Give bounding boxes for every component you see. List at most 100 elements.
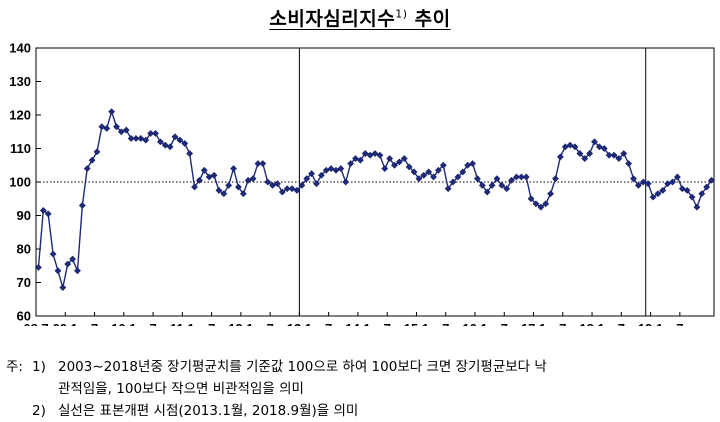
data-point	[512, 173, 520, 181]
x-tick-label: 12.1	[228, 321, 253, 326]
data-point	[98, 123, 106, 131]
footnotes: 주: 1) 2003∼2018년중 장기평균치를 기준값 100으로 하여 10…	[6, 356, 718, 422]
data-point	[312, 180, 320, 188]
x-tick-label: 15.1	[404, 321, 429, 326]
data-point	[454, 173, 462, 181]
data-point	[337, 165, 345, 173]
x-tick-label: 19.1	[638, 321, 663, 326]
data-point	[225, 181, 233, 189]
data-point	[132, 134, 140, 142]
data-point	[39, 206, 47, 214]
y-tick-label: 110	[10, 141, 31, 156]
data-point	[259, 160, 267, 168]
data-point	[659, 186, 667, 194]
data-point	[630, 175, 638, 183]
data-point	[152, 129, 159, 137]
data-point	[181, 139, 189, 147]
y-tick-label: 120	[9, 108, 31, 123]
x-tick-label: 7	[384, 321, 391, 326]
data-point	[64, 260, 72, 268]
x-tick-label: 7	[559, 321, 566, 326]
data-point	[410, 168, 418, 176]
data-point	[669, 178, 677, 186]
data-point	[542, 200, 550, 208]
data-point	[254, 160, 262, 168]
x-tick-label: 11.1	[170, 321, 195, 326]
x-tick-label: 17.1	[521, 321, 546, 326]
x-tick-label: 08.7	[23, 321, 48, 326]
data-point	[342, 178, 350, 186]
data-point	[166, 143, 174, 151]
data-point	[234, 183, 242, 191]
data-point	[395, 158, 403, 166]
data-point	[127, 134, 135, 142]
data-point	[49, 250, 57, 258]
data-point	[498, 181, 506, 189]
data-point	[249, 175, 257, 183]
data-point	[69, 255, 77, 263]
data-point	[649, 193, 657, 201]
data-point	[673, 173, 681, 181]
data-point	[595, 143, 603, 151]
data-point	[591, 138, 598, 146]
x-tick-label: 18.1	[579, 321, 604, 326]
data-point	[654, 190, 662, 198]
data-point	[703, 183, 711, 191]
data-point	[625, 160, 633, 168]
chart-title: 소비자심리지수1) 추이	[0, 4, 720, 31]
x-tick-label: 7	[676, 321, 683, 326]
data-point	[639, 178, 647, 186]
x-tick-label: 7	[618, 321, 625, 326]
data-point	[147, 129, 155, 137]
data-point	[283, 185, 291, 193]
footnote-1-text-cont: 관적임을, 100보다 작으면 비관적임을 의미	[58, 381, 304, 397]
data-point	[537, 203, 545, 211]
data-point	[186, 150, 194, 158]
y-tick-label: 100	[9, 175, 31, 190]
data-point	[108, 108, 116, 116]
data-point	[488, 181, 496, 189]
data-point	[615, 155, 623, 163]
data-point	[176, 136, 184, 144]
footnote-1: 주: 1) 2003∼2018년중 장기평균치를 기준값 100으로 하여 10…	[6, 356, 718, 378]
data-point	[278, 188, 286, 196]
data-point	[191, 183, 199, 191]
data-point	[522, 173, 530, 181]
data-point	[156, 138, 164, 146]
data-point	[73, 267, 81, 275]
data-point	[93, 148, 101, 156]
csi-line-chart: 60 70 80 90 100 110 120 130 140 08.7 09.1 7 10.1 7 11.…	[9, 41, 716, 326]
y-tick-label: 130	[9, 74, 31, 89]
data-point	[644, 180, 652, 188]
data-point	[308, 170, 316, 178]
title-main: 소비자심리지수	[269, 8, 396, 30]
data-point	[620, 150, 628, 158]
data-point	[556, 153, 564, 161]
data-point	[215, 186, 223, 194]
data-point	[634, 181, 642, 189]
x-tick-label: 10.1	[111, 321, 136, 326]
data-point	[112, 123, 120, 131]
footnote-1-number: 1)	[32, 359, 46, 375]
data-point	[605, 151, 613, 159]
data-point	[473, 175, 481, 183]
y-tick-label: 90	[17, 208, 31, 223]
y-tick-label: 70	[17, 275, 31, 290]
footnote-1-continued: 관적임을, 100보다 작으면 비관적임을 의미	[6, 378, 718, 400]
data-point	[386, 155, 394, 163]
data-point	[220, 190, 228, 198]
data-point	[493, 175, 501, 183]
data-point	[137, 134, 145, 142]
x-tick-label: 7	[325, 321, 332, 326]
x-tick-label: 09.1	[53, 321, 78, 326]
data-point	[508, 176, 516, 184]
data-point	[122, 126, 130, 134]
data-point	[483, 188, 491, 196]
data-point	[391, 161, 398, 169]
data-point	[532, 200, 540, 208]
data-point	[400, 155, 408, 163]
data-point	[195, 176, 203, 184]
data-point	[347, 160, 355, 168]
data-point	[576, 150, 584, 158]
data-point	[303, 175, 311, 183]
